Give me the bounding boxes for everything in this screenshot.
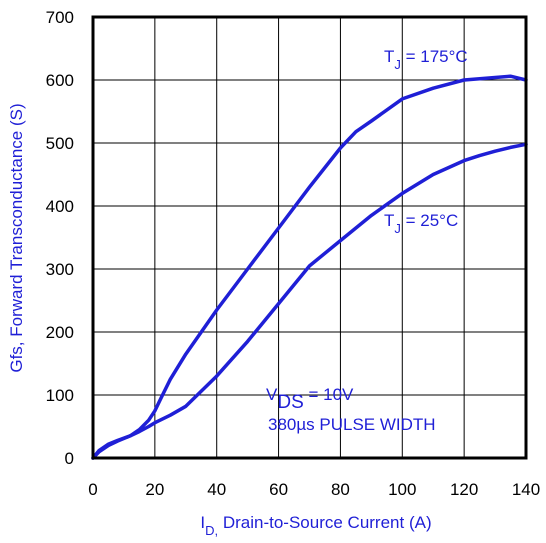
- x-tick-label: 140: [512, 480, 540, 499]
- y-tick-label: 500: [46, 134, 74, 153]
- x-tick-label: 40: [207, 480, 226, 499]
- series-group: [91, 74, 528, 460]
- y-tick-label: 300: [46, 260, 74, 279]
- x-tick-label: 60: [269, 480, 288, 499]
- y-tick-label: 600: [46, 71, 74, 90]
- x-axis-label: ID, Drain-to-Source Current (A): [200, 513, 431, 538]
- annotation-pulse-width: 380µs PULSE WIDTH: [268, 415, 436, 434]
- grid: [93, 17, 526, 458]
- y-tick-labels: 0 100 200 300 400 500 600 700: [46, 8, 74, 468]
- y-tick-label: 400: [46, 197, 74, 216]
- annotation-tj-175: TJ = 175°C: [384, 47, 468, 72]
- x-tick-label: 120: [450, 480, 478, 499]
- y-tick-label: 700: [46, 8, 74, 27]
- x-tick-label: 20: [145, 480, 164, 499]
- y-axis-label: Gfs, Forward Transconductance (S): [7, 103, 26, 372]
- x-tick-label: 80: [331, 480, 350, 499]
- y-tick-label: 0: [65, 449, 74, 468]
- series-line-tj-25: [91, 142, 528, 460]
- y-tick-label: 100: [46, 386, 74, 405]
- y-tick-label: 200: [46, 323, 74, 342]
- annotation-vds: VDS = 10V: [266, 385, 354, 413]
- x-tick-label: 100: [388, 480, 416, 499]
- plot-frame: [91, 15, 528, 460]
- x-tick-label: 0: [88, 480, 97, 499]
- annotation-tj-25: TJ = 25°C: [384, 211, 458, 236]
- x-tick-labels: 0 20 40 60 80 100 120 140: [88, 480, 540, 499]
